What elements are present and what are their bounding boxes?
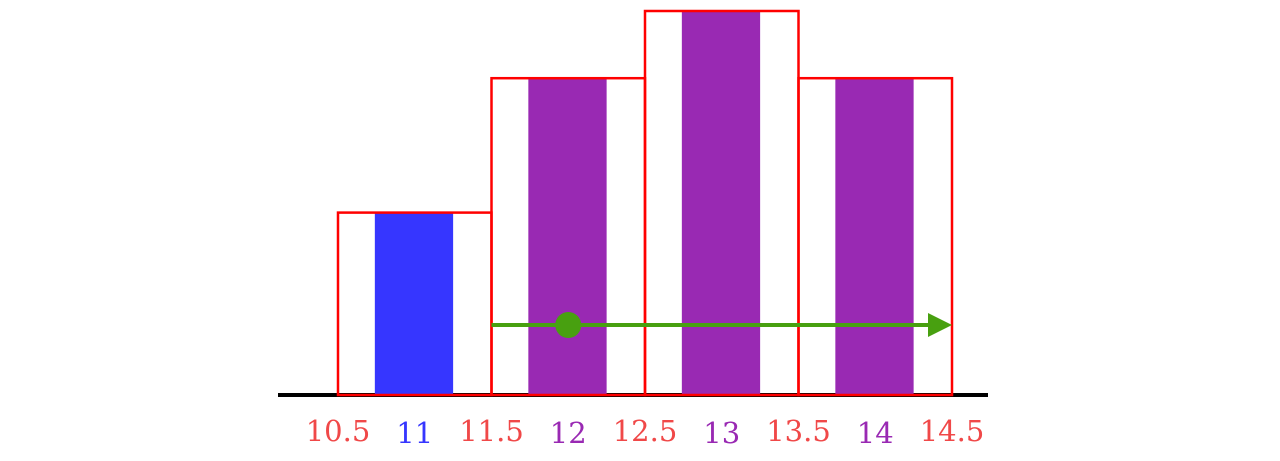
bin-label: 13.5 [766,414,831,448]
inner-bar [835,78,914,395]
bin-label: 12.5 [613,414,678,448]
inner-bar [374,212,454,395]
bin-label: 11.5 [459,414,524,448]
arrow-point [555,312,582,338]
category-label: 11 [396,416,433,450]
bin-label: 14.5 [920,414,985,448]
bin-label: 10.5 [306,414,371,448]
category-label: 12 [550,416,587,450]
inner-bar [681,11,761,395]
arrow-head [928,313,952,337]
category-label: 13 [703,416,740,450]
inner-bar [528,78,607,395]
category-label: 14 [857,416,894,450]
bin-outline [797,76,954,397]
